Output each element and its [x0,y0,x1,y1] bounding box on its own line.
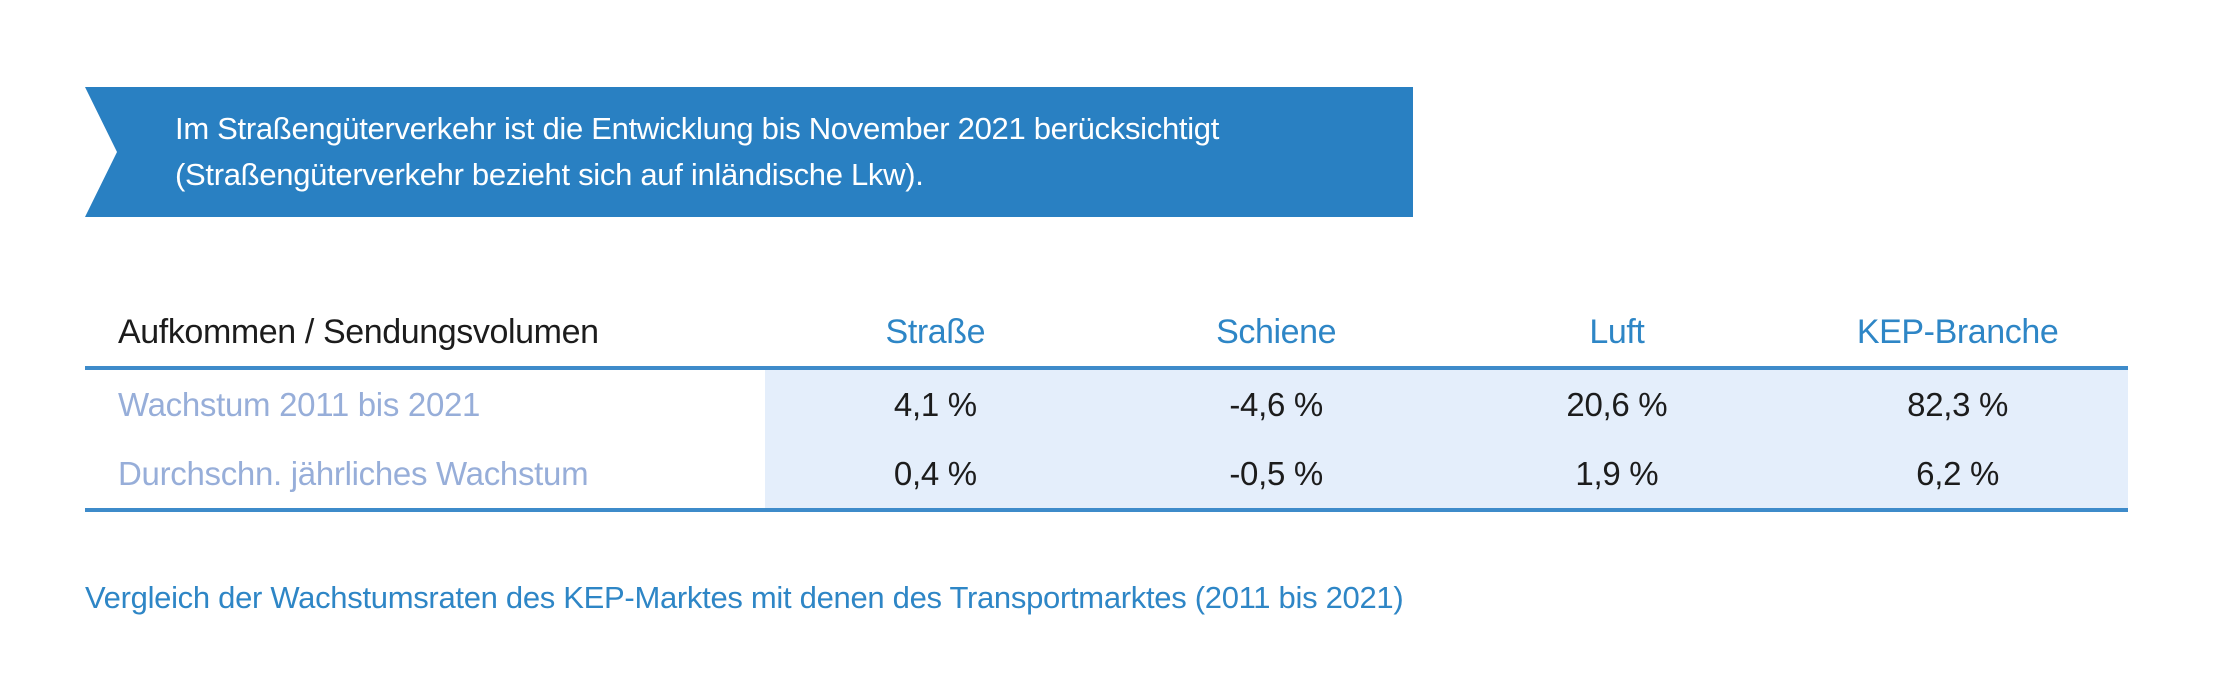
banner-text-line-1: Im Straßengüterverkehr ist die Entwicklu… [175,111,1220,146]
table-row-wachstum-2011-2021: Wachstum 2011 bis 2021 4,1 % -4,6 % 20,6… [85,370,2128,439]
row-label: Durchschn. jährliches Wachstum [85,439,765,508]
table-header-row: Aufkommen / Sendungsvolumen Straße Schie… [85,294,2128,366]
column-header-luft: Luft [1589,313,1645,351]
cell-kep-branche: 6,2 % [1787,439,2128,508]
table-header-label: Aufkommen / Sendungsvolumen [118,313,599,351]
cell-luft: 20,6 % [1446,370,1788,439]
table-row-durchschn-wachstum: Durchschn. jährliches Wachstum 0,4 % -0,… [85,439,2128,508]
cell-luft: 1,9 % [1446,439,1788,508]
cell-kep-branche: 82,3 % [1787,370,2128,439]
cell-strasse: 0,4 % [765,439,1106,508]
row-label: Wachstum 2011 bis 2021 [85,370,765,439]
growth-comparison-table: Aufkommen / Sendungsvolumen Straße Schie… [85,294,2128,512]
banner-text-line-2: (Straßengüterverkehr bezieht sich auf in… [175,157,924,192]
figure-caption: Vergleich der Wachstumsraten des KEP-Mar… [85,580,1404,615]
column-header-schiene: Schiene [1216,313,1337,351]
info-banner: Im Straßengüterverkehr ist die Entwicklu… [85,87,1413,217]
column-header-strasse: Straße [885,313,986,351]
cell-schiene: -0,5 % [1105,439,1447,508]
cell-schiene: -4,6 % [1105,370,1447,439]
cell-strasse: 4,1 % [765,370,1106,439]
table-body: Wachstum 2011 bis 2021 4,1 % -4,6 % 20,6… [85,366,2128,512]
column-header-kep-branche: KEP-Branche [1856,313,2059,351]
